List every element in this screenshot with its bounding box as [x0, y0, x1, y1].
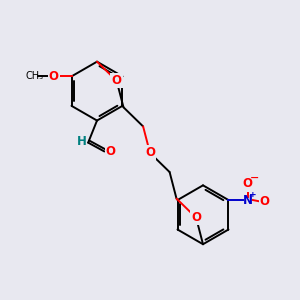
Text: H: H — [77, 135, 87, 148]
Text: O: O — [112, 74, 122, 87]
Text: CH₃: CH₃ — [26, 71, 44, 81]
Text: −: − — [249, 173, 259, 183]
Text: O: O — [191, 211, 201, 224]
Text: O: O — [243, 177, 253, 190]
Text: +: + — [249, 190, 257, 199]
Text: O: O — [106, 145, 116, 158]
Text: O: O — [49, 70, 59, 83]
Text: O: O — [260, 195, 270, 208]
Text: O: O — [145, 146, 155, 159]
Text: N: N — [243, 194, 253, 207]
